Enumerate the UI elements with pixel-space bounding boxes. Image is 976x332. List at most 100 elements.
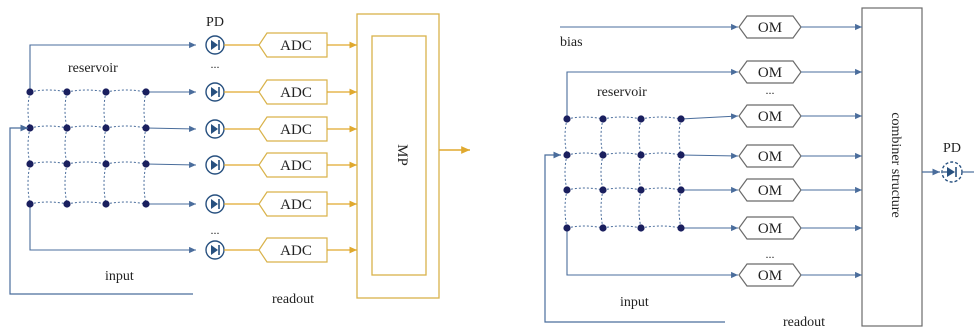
left-pd-icon bbox=[205, 240, 225, 260]
right-grid-node bbox=[677, 224, 685, 232]
right-grid-node bbox=[599, 186, 607, 194]
right-grid-link bbox=[564, 154, 568, 191]
left-grid-node bbox=[26, 160, 34, 168]
left-grid-link bbox=[143, 163, 147, 205]
left-grid-node bbox=[142, 160, 150, 168]
right-input-label: input bbox=[620, 295, 649, 310]
right-om-label: OM bbox=[758, 65, 782, 81]
left-grid-link bbox=[105, 161, 147, 165]
left-pd-icon bbox=[205, 155, 225, 175]
right-grid-node bbox=[599, 224, 607, 232]
left-grid-link bbox=[29, 89, 68, 93]
right-grid-link bbox=[640, 225, 682, 229]
left-grid-node bbox=[102, 124, 110, 132]
left-ellipsis-top: ... bbox=[211, 57, 220, 71]
right-grid-link bbox=[600, 189, 604, 229]
left-grid-link bbox=[103, 163, 107, 205]
left-grid-node bbox=[102, 88, 110, 96]
left-pd-icon-diode bbox=[211, 199, 218, 209]
right-reservoir-grid bbox=[563, 115, 685, 232]
left-adc-label: ADC bbox=[280, 85, 312, 101]
right-grid-link bbox=[678, 189, 682, 229]
right-grid-link bbox=[600, 154, 604, 191]
left-panel: MP ADC ADC ADC ADC ADC ADC PD reservoir ... .… bbox=[9, 13, 470, 307]
bias-label: bias bbox=[560, 35, 583, 50]
left-pd-icon-diode bbox=[211, 87, 218, 97]
left-adc-label: ADC bbox=[280, 38, 312, 54]
left-adc-label: ADC bbox=[280, 158, 312, 174]
left-grid-link bbox=[64, 163, 68, 205]
left-reservoir-grid bbox=[26, 88, 150, 208]
right-grid-node bbox=[677, 151, 685, 159]
left-pd-icon-diode bbox=[211, 160, 218, 170]
right-grid-link bbox=[602, 187, 642, 191]
combiner-label: combiner structure bbox=[888, 112, 903, 217]
right-grid-link bbox=[678, 154, 682, 191]
left-grid-link bbox=[66, 125, 107, 129]
right-grid-link bbox=[600, 118, 604, 156]
right-grid-node bbox=[677, 186, 685, 194]
left-grid-link bbox=[64, 127, 68, 165]
left-pd-icon bbox=[205, 82, 225, 102]
left-ellipsis-bottom: ... bbox=[211, 223, 220, 237]
left-res-to-pd-wire bbox=[29, 41, 196, 92]
right-grid-node bbox=[637, 115, 645, 123]
left-res-to-pd-wire bbox=[29, 204, 196, 254]
right-om-label: OM bbox=[758, 183, 782, 199]
right-grid-link bbox=[564, 189, 568, 229]
right-om-label: OM bbox=[758, 268, 782, 284]
right-grid-node bbox=[599, 151, 607, 159]
right-grid-node bbox=[563, 151, 571, 159]
left-grid-node bbox=[102, 200, 110, 208]
right-input-path bbox=[544, 151, 725, 323]
left-grid-node bbox=[102, 160, 110, 168]
right-grid-node bbox=[637, 224, 645, 232]
right-grid-link bbox=[566, 225, 604, 229]
right-grid-link bbox=[566, 152, 604, 156]
left-grid-link bbox=[66, 89, 107, 93]
right-ellipsis-top: ... bbox=[766, 83, 775, 97]
combiner-box bbox=[861, 7, 923, 327]
left-adc-label: ADC bbox=[280, 243, 312, 259]
left-adc-label: ADC bbox=[280, 122, 312, 138]
right-grid-link bbox=[564, 118, 568, 156]
right-res-to-om-wire bbox=[680, 152, 739, 159]
left-pd-label: PD bbox=[206, 15, 224, 30]
right-grid-link bbox=[638, 189, 642, 229]
left-pd-icon bbox=[205, 119, 225, 139]
right-grid-link bbox=[602, 225, 642, 229]
right-pd-label: PD bbox=[943, 141, 961, 156]
left-grid-node bbox=[142, 200, 150, 208]
left-adc-label: ADC bbox=[280, 197, 312, 213]
left-grid-node bbox=[63, 88, 71, 96]
right-grid-link bbox=[640, 116, 682, 120]
right-om-label: OM bbox=[758, 149, 782, 165]
right-om-label: OM bbox=[758, 20, 782, 36]
right-grid-node bbox=[563, 186, 571, 194]
left-input-path bbox=[9, 124, 193, 295]
right-om-label: OM bbox=[758, 221, 782, 237]
left-grid-link bbox=[143, 127, 147, 165]
mp-box-outer bbox=[356, 13, 440, 299]
right-grid-link bbox=[640, 187, 682, 191]
right-grid-link bbox=[678, 118, 682, 156]
left-grid-node bbox=[142, 88, 150, 96]
left-pd-icon-diode bbox=[211, 40, 218, 50]
mp-box-inner bbox=[371, 35, 427, 276]
left-grid-node bbox=[26, 200, 34, 208]
right-readout-label: readout bbox=[783, 315, 825, 330]
right-grid-node bbox=[599, 115, 607, 123]
right-grid-link bbox=[566, 187, 604, 191]
left-input-label: input bbox=[105, 269, 134, 284]
left-pd-icon bbox=[205, 194, 225, 214]
left-grid-node bbox=[142, 124, 150, 132]
left-grid-node bbox=[63, 160, 71, 168]
left-grid-link bbox=[105, 201, 147, 205]
right-res-to-om-wire bbox=[680, 113, 739, 120]
right-grid-link bbox=[602, 152, 642, 156]
left-grid-link bbox=[105, 125, 147, 129]
mp-label: MP bbox=[394, 144, 410, 166]
right-grid-node bbox=[677, 115, 685, 123]
